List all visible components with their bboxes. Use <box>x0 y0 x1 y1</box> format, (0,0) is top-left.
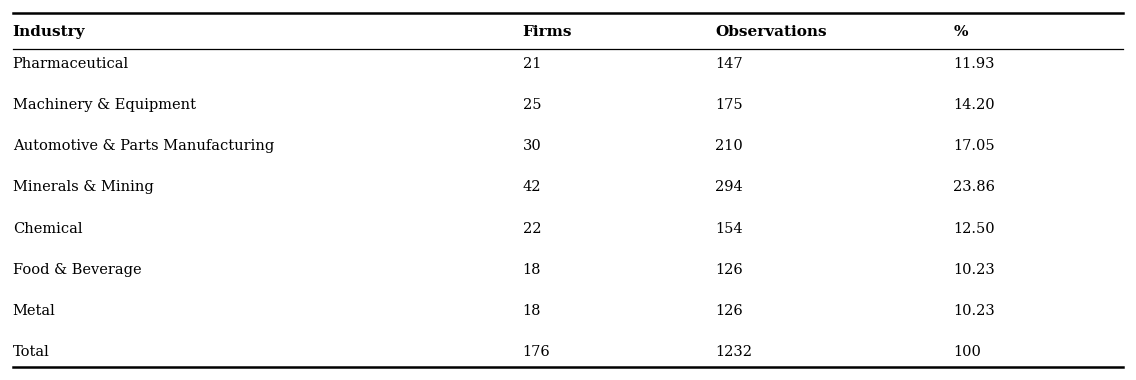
Text: 21: 21 <box>523 57 541 71</box>
Text: 154: 154 <box>716 222 743 236</box>
Text: Observations: Observations <box>716 25 827 38</box>
Text: 126: 126 <box>716 263 743 277</box>
Text: Total: Total <box>12 345 50 359</box>
Text: 210: 210 <box>716 139 743 153</box>
Text: 18: 18 <box>523 304 541 318</box>
Text: 23.86: 23.86 <box>953 180 995 194</box>
Text: 175: 175 <box>716 98 743 112</box>
Text: 10.23: 10.23 <box>953 263 995 277</box>
Text: 294: 294 <box>716 180 743 194</box>
Text: Food & Beverage: Food & Beverage <box>12 263 141 277</box>
Text: 42: 42 <box>523 180 541 194</box>
Text: 147: 147 <box>716 57 743 71</box>
Text: 25: 25 <box>523 98 541 112</box>
Text: Automotive & Parts Manufacturing: Automotive & Parts Manufacturing <box>12 139 274 153</box>
Text: 126: 126 <box>716 304 743 318</box>
Text: Metal: Metal <box>12 304 56 318</box>
Text: 10.23: 10.23 <box>953 304 995 318</box>
Text: 1232: 1232 <box>716 345 752 359</box>
Text: 100: 100 <box>953 345 982 359</box>
Text: Chemical: Chemical <box>12 222 82 236</box>
Text: Industry: Industry <box>12 25 85 38</box>
Text: 12.50: 12.50 <box>953 222 995 236</box>
Text: 18: 18 <box>523 263 541 277</box>
Text: 22: 22 <box>523 222 541 236</box>
Text: 176: 176 <box>523 345 551 359</box>
Text: 14.20: 14.20 <box>953 98 995 112</box>
Text: Firms: Firms <box>523 25 573 38</box>
Text: 17.05: 17.05 <box>953 139 995 153</box>
Text: Machinery & Equipment: Machinery & Equipment <box>12 98 195 112</box>
Text: 11.93: 11.93 <box>953 57 995 71</box>
Text: 30: 30 <box>523 139 542 153</box>
Text: Pharmaceutical: Pharmaceutical <box>12 57 128 71</box>
Text: %: % <box>953 25 968 38</box>
Text: Minerals & Mining: Minerals & Mining <box>12 180 153 194</box>
